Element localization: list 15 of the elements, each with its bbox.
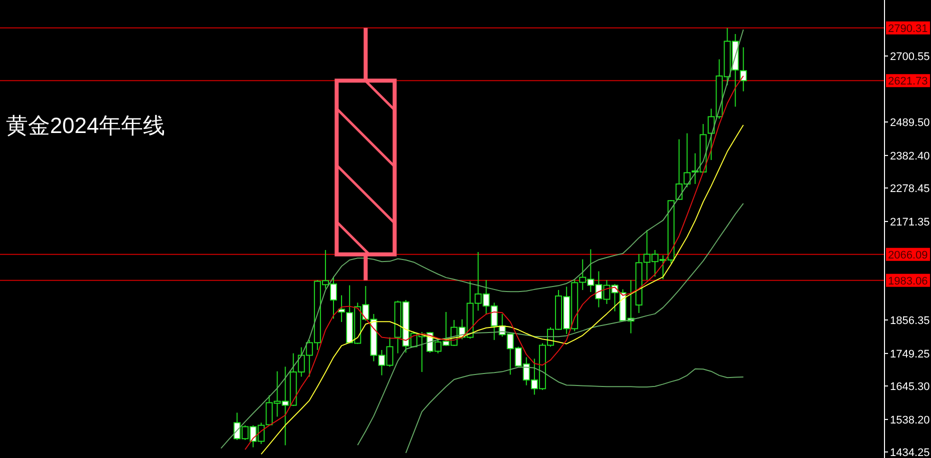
ref-line-label: 1983.06 (888, 275, 928, 288)
y-tick-label: 2171.35 (890, 216, 930, 228)
ref-line-label: 2066.09 (888, 249, 928, 262)
y-tick-label: 2278.45 (890, 182, 930, 195)
y-tick-label: 1538.20 (890, 414, 930, 426)
y-tick-label: 1434.25 (890, 446, 930, 458)
y-tick-label: 2700.55 (890, 50, 930, 63)
y-tick-label: 1749.25 (890, 348, 930, 360)
y-tick-label: 2382.40 (890, 150, 930, 162)
y-tick-label: 1645.30 (890, 380, 930, 393)
y-tick-label: 1856.35 (890, 314, 930, 327)
ref-line-label: 2790.31 (888, 22, 928, 35)
y-tick-label: 2489.50 (890, 116, 930, 129)
ref-line-label: 2621.73 (888, 76, 928, 88)
text: 黄金2024年年线 (6, 113, 165, 138)
